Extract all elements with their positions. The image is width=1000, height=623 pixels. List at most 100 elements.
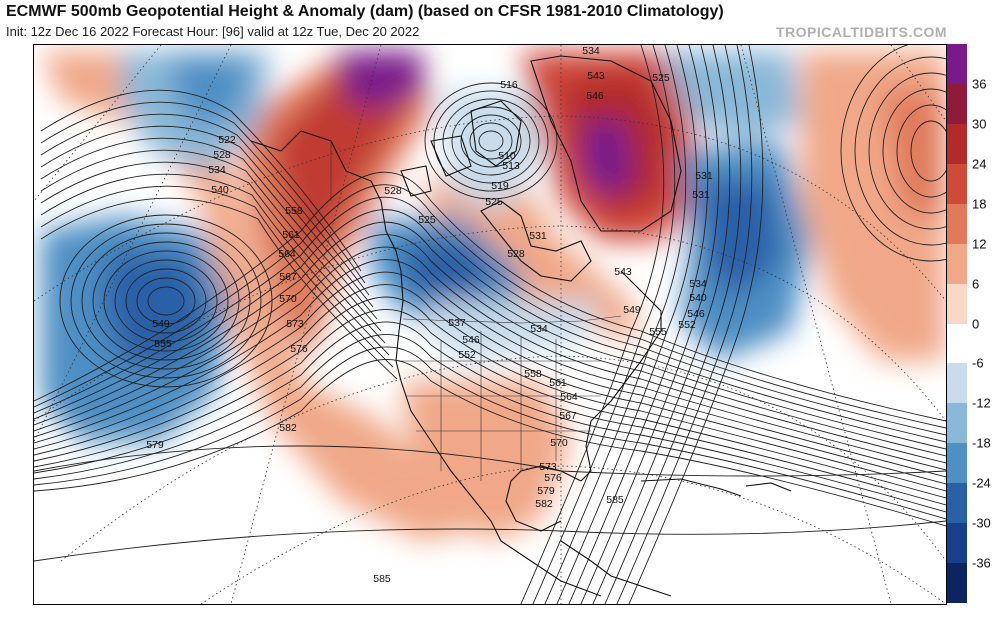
contour-label: 525 bbox=[485, 196, 503, 208]
colorbar-tick-label: -18 bbox=[972, 435, 991, 451]
colorbar-segment bbox=[947, 243, 967, 285]
colorbar-tick-label: 18 bbox=[972, 196, 987, 212]
height-contour bbox=[40, 125, 374, 308]
contour-label: 525 bbox=[652, 72, 670, 84]
height-contour bbox=[840, 45, 946, 262]
height-contour bbox=[451, 106, 531, 176]
contour-label: 570 bbox=[550, 437, 568, 449]
colorbar-tick-label: 36 bbox=[972, 76, 987, 92]
contour-label: 528 bbox=[507, 248, 525, 260]
contour-label: 579 bbox=[537, 485, 555, 497]
coast-east-us bbox=[580, 270, 662, 482]
height-contour bbox=[34, 346, 946, 520]
map-panel[interactable]: 534 543 546 525 516 513 510 519 525 531 528 528 525 5… bbox=[33, 44, 947, 605]
contour-label: 540 bbox=[211, 184, 229, 196]
height-contour bbox=[34, 234, 946, 457]
height-contour bbox=[469, 122, 513, 160]
height-contour bbox=[568, 45, 709, 604]
height-contour bbox=[882, 88, 946, 214]
height-contour bbox=[854, 56, 946, 246]
height-contour bbox=[40, 89, 362, 272]
contour-label: 525 bbox=[418, 214, 436, 226]
height-contour bbox=[34, 221, 946, 450]
coastlines bbox=[250, 55, 792, 597]
height-contour bbox=[34, 359, 946, 527]
cold-anomaly-aleutian-core bbox=[171, 56, 251, 131]
contour-label: 564 bbox=[278, 248, 296, 260]
colorbar-tick-label: 12 bbox=[972, 236, 987, 252]
warm-anomaly-southwest bbox=[401, 381, 571, 541]
contour-label: 567 bbox=[279, 271, 297, 283]
contour-label: 510 bbox=[498, 150, 516, 162]
contour-label: 552 bbox=[678, 319, 696, 331]
contour-label: 561 bbox=[282, 229, 300, 241]
contour-label: 573 bbox=[286, 318, 304, 330]
brand-watermark[interactable]: TROPICALTIDBITS.COM bbox=[775, 24, 947, 40]
height-contour bbox=[59, 214, 273, 388]
coast-baffin bbox=[470, 100, 522, 167]
anomaly-shading bbox=[41, 51, 946, 541]
height-contour bbox=[34, 184, 946, 429]
height-contour bbox=[910, 120, 946, 182]
height-contour bbox=[442, 98, 540, 184]
height-contour bbox=[103, 250, 229, 352]
height-contour bbox=[147, 286, 185, 316]
contour-label: 552 bbox=[458, 349, 476, 361]
height-contour bbox=[532, 45, 676, 604]
contour-label: 537 bbox=[448, 317, 466, 329]
height-contour bbox=[616, 45, 753, 604]
height-contour bbox=[604, 45, 742, 604]
height-contour bbox=[424, 82, 558, 200]
height-contour bbox=[460, 114, 522, 168]
height-contour bbox=[628, 45, 764, 604]
coast-alaska bbox=[250, 130, 402, 272]
graticule bbox=[34, 45, 946, 604]
height-contour bbox=[34, 271, 946, 478]
height-contour bbox=[34, 296, 946, 492]
coast-arctic-islands bbox=[400, 135, 472, 197]
warm-anomaly-west bbox=[41, 51, 471, 541]
colorbar-segment bbox=[947, 83, 967, 125]
coast-gulf bbox=[505, 465, 582, 532]
contour-label: 582 bbox=[279, 422, 297, 434]
height-contour bbox=[896, 104, 946, 198]
contour-label: 558 bbox=[285, 205, 303, 217]
coast-greenland bbox=[530, 55, 682, 232]
height-contour bbox=[520, 45, 665, 604]
contour-label: 576 bbox=[544, 472, 562, 484]
colorbar-segment bbox=[947, 403, 967, 444]
colorbar-segment bbox=[947, 523, 967, 564]
height-contour bbox=[34, 209, 946, 443]
height-contour bbox=[40, 161, 386, 344]
contour-label: 564 bbox=[560, 391, 578, 403]
height-contour bbox=[433, 90, 549, 192]
contour-label: 555 bbox=[649, 326, 667, 338]
map-subtitle: Init: 12z Dec 16 2022 Forecast Hour: [96… bbox=[6, 24, 420, 39]
warm-anomaly-greenland-peak bbox=[581, 119, 636, 201]
contour-label: 573 bbox=[539, 461, 557, 473]
colorbar-segment bbox=[947, 563, 967, 604]
colorbar-segment bbox=[947, 203, 967, 245]
height-contour bbox=[40, 185, 394, 368]
colorbar-segment bbox=[947, 443, 967, 484]
coast-hudson bbox=[480, 200, 592, 282]
contour-label: 582 bbox=[535, 498, 553, 510]
height-contour bbox=[40, 137, 378, 320]
cold-anomaly-midwest bbox=[431, 301, 601, 361]
height-contour bbox=[34, 259, 946, 471]
contour-label: 528 bbox=[384, 185, 402, 197]
warm-anomaly-atlantic-core bbox=[881, 91, 946, 221]
coast-hispaniola bbox=[745, 482, 792, 492]
height-contour bbox=[556, 45, 698, 604]
colorbar-segment bbox=[947, 483, 967, 524]
height-contour bbox=[544, 45, 687, 604]
height-contour bbox=[34, 196, 946, 436]
contour-label: 522 bbox=[218, 134, 236, 146]
colorbar-tick-label: -24 bbox=[972, 475, 991, 491]
height-contour bbox=[868, 72, 946, 230]
height-contour bbox=[34, 171, 946, 422]
contour-label: 519 bbox=[491, 180, 509, 192]
contour-label: 549 bbox=[623, 304, 641, 316]
contour-label: 531 bbox=[695, 170, 713, 182]
